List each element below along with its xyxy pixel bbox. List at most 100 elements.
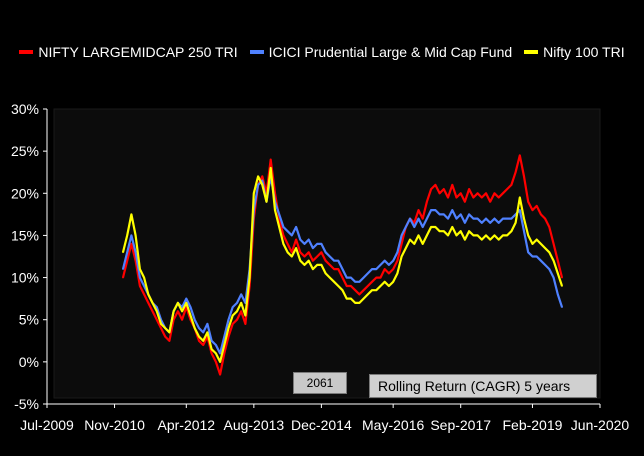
data-point bbox=[269, 158, 272, 161]
data-point bbox=[430, 226, 432, 228]
data-point bbox=[510, 184, 513, 186]
data-point bbox=[367, 293, 369, 296]
data-point bbox=[139, 268, 141, 270]
data-point bbox=[215, 352, 217, 355]
y-axis: -5% 0% 5% 10% 15% 20% 25% 30% bbox=[11, 101, 48, 412]
data-point bbox=[472, 217, 475, 220]
data-point bbox=[337, 285, 340, 287]
data-point bbox=[341, 268, 344, 270]
data-point bbox=[198, 335, 200, 338]
data-point bbox=[438, 192, 441, 195]
data-point bbox=[248, 276, 251, 279]
x-tick-label: May-2016 bbox=[362, 417, 424, 433]
data-point bbox=[531, 209, 534, 211]
data-point bbox=[231, 323, 234, 325]
data-point bbox=[502, 192, 504, 195]
data-point bbox=[468, 213, 470, 216]
data-point bbox=[350, 297, 352, 300]
data-point bbox=[468, 188, 470, 190]
data-point bbox=[354, 289, 357, 292]
data-point bbox=[392, 281, 395, 283]
data-point bbox=[455, 217, 458, 220]
data-point bbox=[472, 196, 475, 199]
data-point bbox=[185, 302, 188, 304]
data-point bbox=[193, 327, 196, 329]
y-tick-label: 10% bbox=[11, 270, 39, 286]
data-point bbox=[126, 234, 128, 237]
data-point bbox=[198, 340, 200, 342]
data-point bbox=[383, 259, 386, 262]
data-point bbox=[291, 251, 293, 254]
data-point bbox=[299, 259, 302, 262]
data-point bbox=[329, 276, 331, 279]
data-point bbox=[497, 238, 500, 241]
data-point bbox=[122, 268, 124, 270]
data-point bbox=[333, 268, 335, 270]
data-point bbox=[329, 264, 331, 266]
data-point bbox=[421, 226, 424, 228]
data-point bbox=[257, 175, 259, 178]
data-point bbox=[210, 352, 213, 355]
data-point bbox=[409, 238, 411, 241]
data-point bbox=[383, 268, 386, 270]
data-point bbox=[502, 234, 504, 237]
data-point bbox=[295, 238, 297, 241]
data-point bbox=[181, 310, 183, 313]
data-point bbox=[544, 247, 546, 249]
data-point bbox=[451, 184, 454, 186]
data-point bbox=[557, 272, 559, 275]
data-point bbox=[434, 226, 437, 228]
data-point bbox=[497, 196, 500, 199]
data-point bbox=[341, 276, 344, 279]
data-point bbox=[375, 289, 378, 292]
data-point bbox=[193, 318, 196, 321]
data-point bbox=[307, 259, 310, 262]
data-point bbox=[464, 222, 466, 224]
data-point bbox=[122, 251, 124, 254]
data-point bbox=[426, 200, 428, 203]
data-point bbox=[544, 217, 546, 220]
data-point bbox=[514, 171, 517, 173]
data-point bbox=[493, 192, 496, 195]
data-point bbox=[362, 297, 365, 300]
data-point bbox=[257, 184, 259, 186]
data-point bbox=[430, 188, 432, 190]
data-point bbox=[295, 247, 297, 249]
data-point bbox=[215, 344, 217, 346]
data-point bbox=[223, 335, 226, 338]
data-point bbox=[476, 192, 479, 195]
data-point bbox=[231, 306, 234, 308]
x-axis: Jul-2009 Nov-2010 Apr-2012 Aug-2013 Dec-2014… bbox=[20, 403, 629, 433]
data-point bbox=[540, 259, 542, 262]
data-point bbox=[426, 217, 428, 220]
y-tick-label: 25% bbox=[11, 143, 39, 159]
y-tick-label: -5% bbox=[14, 396, 39, 412]
data-point bbox=[417, 209, 420, 211]
y-tick-label: 0% bbox=[19, 354, 39, 370]
data-point bbox=[134, 251, 137, 254]
data-point bbox=[476, 234, 479, 237]
data-point bbox=[362, 276, 365, 279]
data-point bbox=[375, 268, 378, 270]
data-point bbox=[443, 230, 445, 232]
data-point bbox=[371, 289, 373, 292]
x-tick-label: Nov-2010 bbox=[84, 417, 145, 433]
data-point bbox=[160, 323, 162, 325]
data-point bbox=[202, 331, 204, 334]
legend-item-icici-fund: ICICI Prudential Large & Mid Cap Fund bbox=[249, 44, 512, 60]
data-point bbox=[299, 238, 302, 241]
data-point bbox=[396, 272, 399, 275]
data-point bbox=[316, 255, 319, 258]
data-point bbox=[172, 310, 175, 313]
data-point bbox=[548, 251, 551, 254]
data-point bbox=[236, 310, 238, 313]
y-tick-label: 20% bbox=[11, 185, 39, 201]
data-point bbox=[379, 285, 382, 287]
data-point bbox=[535, 255, 538, 258]
data-point bbox=[206, 323, 209, 325]
data-point bbox=[506, 234, 508, 237]
data-point bbox=[358, 302, 361, 304]
data-point bbox=[223, 344, 226, 346]
data-point bbox=[139, 285, 141, 287]
data-point bbox=[223, 352, 226, 355]
